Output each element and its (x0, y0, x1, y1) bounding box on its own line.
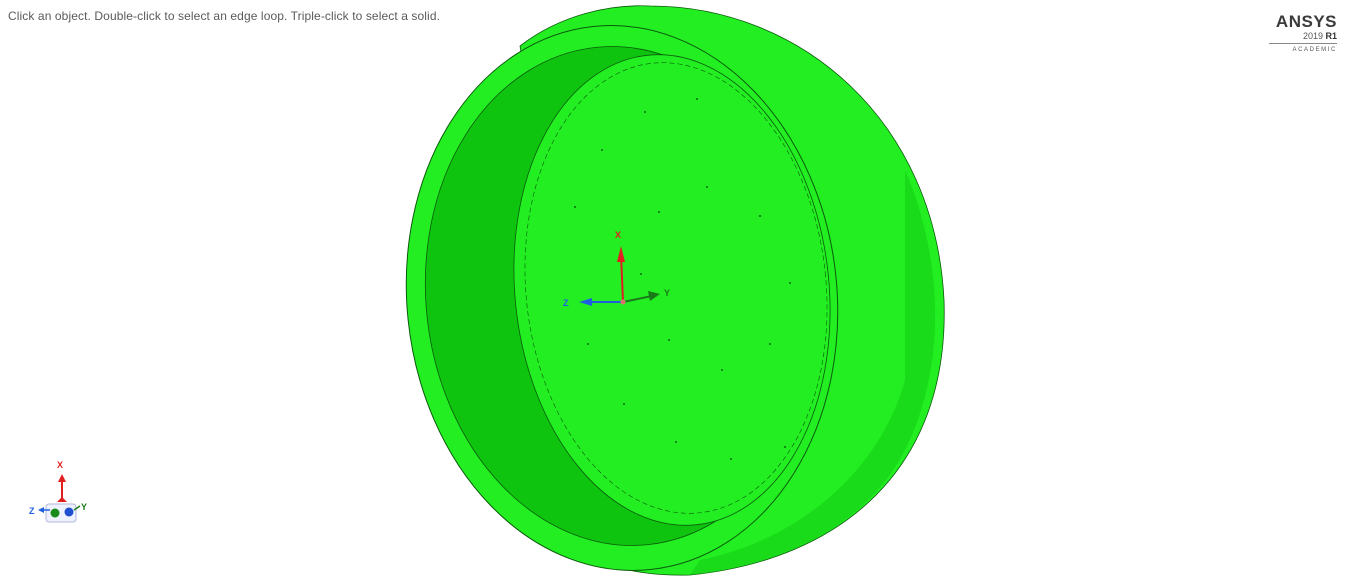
triad-x-label: X (57, 460, 63, 470)
triad-z-label: Z (29, 506, 35, 516)
hidden-edge-loop (524, 62, 828, 514)
cs-x-label: X (615, 230, 621, 240)
mesh-node-points (574, 98, 791, 460)
logo-version: 2019 (1302, 31, 1323, 41)
logo-version-row: 2019 R1 (1269, 31, 1337, 44)
logo-edition: ACADEMIC (1292, 47, 1337, 53)
triad-y-label: Y (81, 502, 87, 512)
selection-hint-text: Click an object. Double-click to select … (8, 9, 441, 23)
cs-y-label: Y (664, 288, 670, 298)
ansys-logo: ANSYS 2019 R1 ACADEMIC (1269, 13, 1337, 53)
logo-brand: ANSYS (1275, 12, 1337, 31)
coordinate-system-marker[interactable] (579, 246, 660, 306)
inner-bottom-face[interactable] (491, 39, 853, 541)
cs-z-label: Z (563, 298, 569, 308)
cylinder-shade (690, 170, 936, 575)
logo-release: R1 (1325, 31, 1337, 41)
orientation-triad[interactable]: X Z Y (24, 452, 104, 532)
